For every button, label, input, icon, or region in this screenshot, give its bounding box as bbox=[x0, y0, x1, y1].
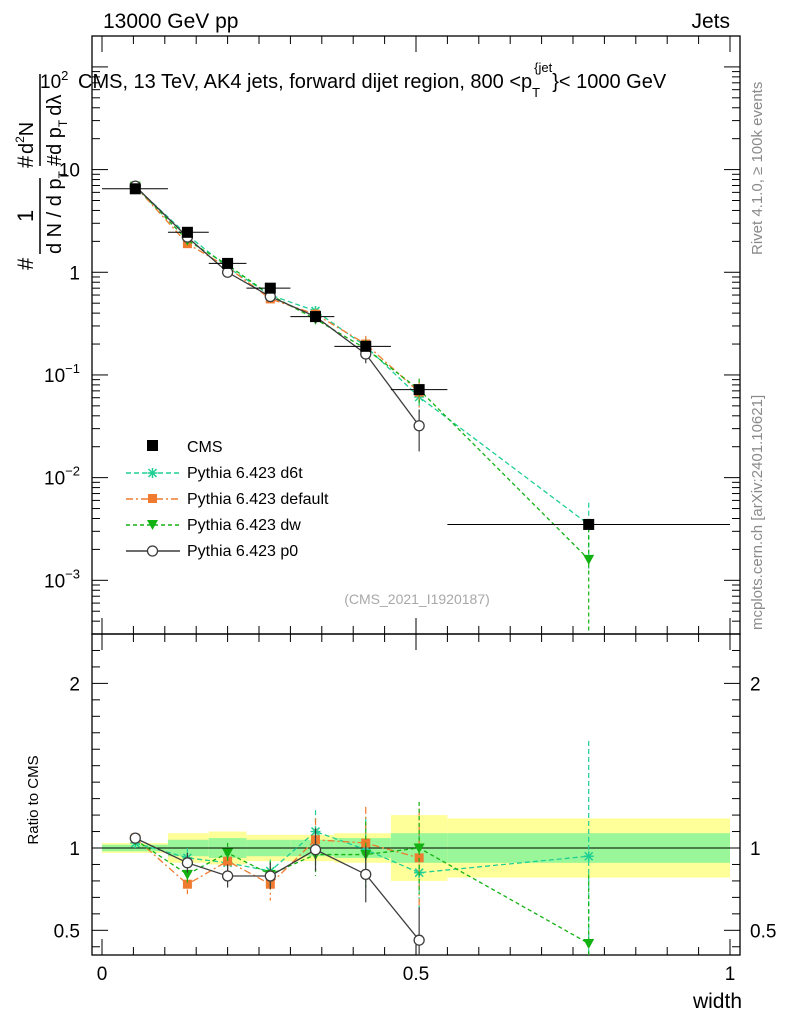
legend-item-d6t: Pythia 6.423 d6t bbox=[126, 465, 303, 482]
legend-marker-dw bbox=[147, 520, 158, 530]
ratio-tick-label-left: 2 bbox=[69, 674, 80, 695]
data-point bbox=[413, 384, 425, 396]
side-label-mcplots: mcplots.cern.ch [arXiv:2401.10621] bbox=[749, 395, 766, 630]
title-sup: {jet bbox=[534, 60, 552, 75]
legend-item-p0: Pythia 6.423 p0 bbox=[126, 543, 298, 560]
ratio-line bbox=[135, 830, 589, 874]
legend-label-d6t: Pythia 6.423 d6t bbox=[187, 465, 303, 482]
ylabel-d2n: d2N bbox=[13, 122, 38, 154]
legend-item-dw: Pythia 6.423 dw bbox=[126, 517, 301, 534]
ratio-point bbox=[222, 848, 234, 859]
ratio-point bbox=[129, 832, 141, 844]
x-tick-label: 1 bbox=[725, 964, 736, 985]
ratio-tick-label-right: 2 bbox=[750, 674, 761, 695]
legend-marker-cms bbox=[147, 440, 158, 451]
ylabel-hash2: # bbox=[13, 155, 38, 168]
y-tick-label: 1 bbox=[69, 263, 80, 284]
ratio-point bbox=[181, 869, 193, 880]
x-tick-label: 0.5 bbox=[403, 964, 429, 985]
title-tail: }< 1000 GeV bbox=[552, 71, 667, 93]
ratio-point bbox=[181, 857, 194, 869]
ratio-point bbox=[414, 853, 424, 863]
ratio-point bbox=[221, 870, 234, 882]
legend: CMS Pythia 6.423 d6t Pythia 6.423 defaul… bbox=[126, 439, 329, 560]
data-point bbox=[222, 257, 234, 269]
ratio-tick-label-left: 0.5 bbox=[54, 921, 80, 942]
x-axis-label: width bbox=[692, 990, 742, 1013]
ratio-ylabel: Ratio to CMS bbox=[25, 755, 42, 844]
ratio-tick-label-left: 1 bbox=[69, 839, 80, 860]
ratio-plot: 0 0.5 1 0.5 0.5 1 1 2 2 bbox=[54, 633, 776, 985]
legend-marker-p0 bbox=[146, 545, 159, 557]
ratio-line bbox=[134, 839, 590, 945]
legend-marker-d6t bbox=[147, 468, 158, 478]
ratio-point bbox=[360, 868, 372, 880]
series-point bbox=[413, 420, 425, 432]
y-tick-label: 10−3 bbox=[44, 566, 80, 592]
ylabel-hash1: # bbox=[13, 257, 38, 270]
header-right: Jets bbox=[691, 10, 730, 33]
chart-title: CMS, 13 TeV, AK4 jets, forward dijet reg… bbox=[78, 60, 667, 100]
ylabel-one: 1 bbox=[13, 210, 38, 222]
ratio-point bbox=[583, 851, 594, 862]
legend-item-default: Pythia 6.423 default bbox=[126, 491, 329, 508]
data-point bbox=[181, 226, 193, 238]
data-point bbox=[310, 311, 322, 323]
watermark: (CMS_2021_I1920187) bbox=[344, 591, 490, 607]
chart-exponent: 102 bbox=[40, 68, 68, 93]
ratio-tick-label-right: 0.5 bbox=[750, 921, 776, 942]
series-line bbox=[134, 185, 420, 393]
ratio-tick-label-right: 1 bbox=[750, 839, 761, 860]
legend-marker-default bbox=[148, 494, 157, 503]
title-main: CMS, 13 TeV, AK4 jets, forward dijet reg… bbox=[78, 71, 532, 93]
data-point bbox=[264, 282, 276, 294]
main-plot: 10−3 10−2 10−1 1 10 bbox=[44, 35, 741, 635]
y-tick-label: 10−2 bbox=[44, 464, 80, 490]
header-left: 13000 GeV pp bbox=[103, 10, 238, 33]
y-axis-label: # 1 d N / d pT # d2N #d pTdλ bbox=[13, 74, 70, 270]
ratio-point bbox=[413, 843, 425, 854]
data-point bbox=[360, 340, 372, 352]
exponent-sup: 2 bbox=[61, 68, 68, 83]
ratio-frame bbox=[91, 633, 741, 956]
ratio-point bbox=[223, 856, 233, 866]
legend-label-p0: Pythia 6.423 p0 bbox=[187, 543, 298, 560]
x-tick-label: 0 bbox=[97, 964, 108, 985]
ratio-point bbox=[182, 879, 192, 889]
ratio-point bbox=[264, 870, 276, 882]
series-line bbox=[134, 185, 420, 427]
legend-label-dw: Pythia 6.423 dw bbox=[187, 517, 301, 534]
exponent-base: 10 bbox=[40, 72, 61, 93]
ratio-point bbox=[413, 934, 425, 946]
ratio-point bbox=[309, 843, 322, 856]
legend-star bbox=[147, 468, 158, 478]
data-point bbox=[583, 518, 595, 530]
ratio-point bbox=[583, 938, 595, 949]
series-point bbox=[583, 554, 595, 565]
title-sub: T bbox=[532, 85, 540, 100]
data-point bbox=[129, 183, 141, 195]
y-tick-label: 10−1 bbox=[44, 361, 80, 387]
ylabel-dn: d N / d pT bbox=[44, 170, 70, 254]
ylabel-dpt: #d pTdλ bbox=[44, 95, 70, 166]
y-tick-label: 10 bbox=[59, 161, 80, 182]
side-label-rivet: Rivet 4.1.0, ≥ 100k events bbox=[749, 82, 766, 255]
series-line bbox=[134, 186, 590, 525]
legend-item-cms: CMS bbox=[147, 439, 223, 456]
legend-label-cms: CMS bbox=[187, 439, 223, 456]
legend-label-default: Pythia 6.423 default bbox=[187, 491, 329, 508]
